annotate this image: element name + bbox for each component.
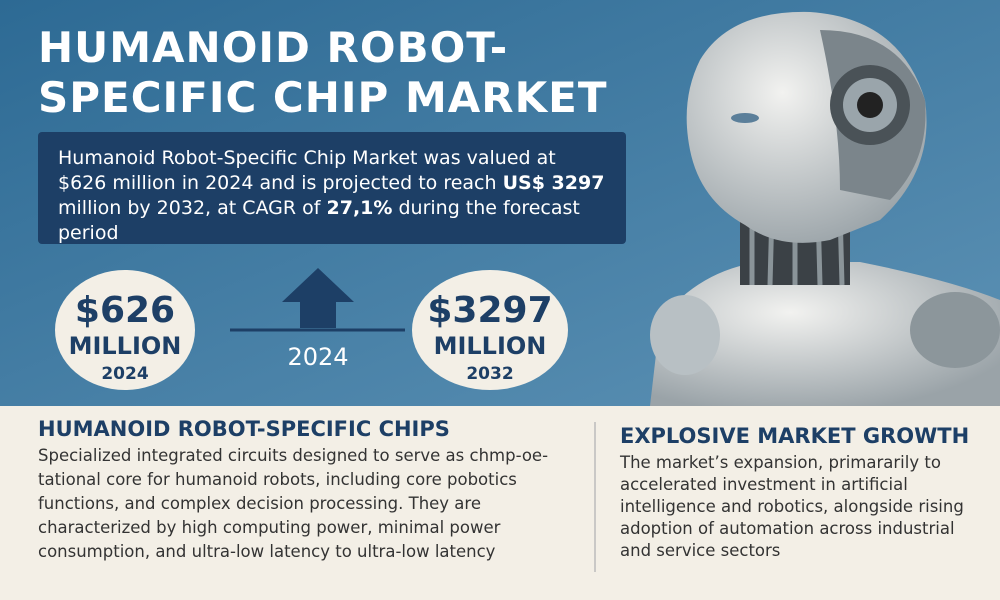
summary-line: Humanoid Robot-Specific Chip Market was … bbox=[58, 147, 556, 169]
summary-line: million by 2032, at CAGR of 27,1% during… bbox=[58, 197, 580, 219]
section-heading: HUMANOID ROBOT-SPECIFIC CHIPS bbox=[38, 417, 450, 441]
summary-text: period bbox=[58, 222, 119, 244]
bottom-band bbox=[0, 406, 1000, 600]
summary-line: $626 million in 2024 and is projected to… bbox=[58, 172, 604, 194]
section-line: adoption of automation across industrial bbox=[620, 519, 955, 538]
summary-text: $626 million in 2024 and is projected to… bbox=[58, 172, 503, 194]
section-line: consumption, and ultra-low latency to ul… bbox=[38, 542, 496, 561]
summary-text: during the forecast bbox=[392, 197, 579, 219]
title-line: SPECIFIC CHIP MARKET bbox=[38, 73, 607, 122]
section-line: characterized by high computing power, m… bbox=[38, 518, 501, 537]
section-line: The market’s expansion, primararily to bbox=[619, 453, 941, 472]
stat-unit: MILLION bbox=[69, 332, 182, 360]
summary-line: period bbox=[58, 222, 119, 244]
stat-circle bbox=[55, 270, 195, 390]
section-line: intelligence and robotics, alongside ris… bbox=[620, 497, 964, 516]
sections: HUMANOID ROBOT-SPECIFIC CHIPS Specialized… bbox=[38, 417, 969, 561]
section-line: tational core for humanoid robots, inclu… bbox=[38, 470, 517, 489]
stat-value: $626 bbox=[75, 290, 175, 331]
summary: Humanoid Robot-Specific Chip Market was … bbox=[58, 147, 604, 244]
section-line: and service sectors bbox=[620, 541, 780, 560]
stat-unit: MILLION bbox=[434, 332, 547, 360]
stat-value: $3297 bbox=[427, 290, 552, 331]
section-heading: EXPLOSIVE MARKET GROWTH bbox=[620, 424, 969, 448]
stat-circle bbox=[412, 270, 568, 390]
middle-label: 2024 bbox=[287, 343, 348, 371]
up-arrow bbox=[282, 268, 354, 328]
section-line: functions, and complex decision processi… bbox=[38, 494, 481, 513]
stat-year: 2024 bbox=[101, 364, 148, 384]
robot-illustration bbox=[650, 11, 1000, 406]
title-line: HUMANOID ROBOT- bbox=[38, 23, 508, 72]
summary-emphasis: 27,1% bbox=[327, 197, 393, 219]
stat-year: 2032 bbox=[466, 364, 513, 384]
section-line: Specialized integrated circuits designed… bbox=[38, 446, 548, 465]
summary-box bbox=[38, 132, 626, 244]
section-line: accelerated investment in artificial bbox=[620, 475, 908, 494]
summary-text: million by 2032, at CAGR of bbox=[58, 197, 327, 219]
summary-emphasis: US$ 3297 bbox=[503, 172, 605, 194]
summary-text: Humanoid Robot-Specific Chip Market was … bbox=[58, 147, 556, 169]
